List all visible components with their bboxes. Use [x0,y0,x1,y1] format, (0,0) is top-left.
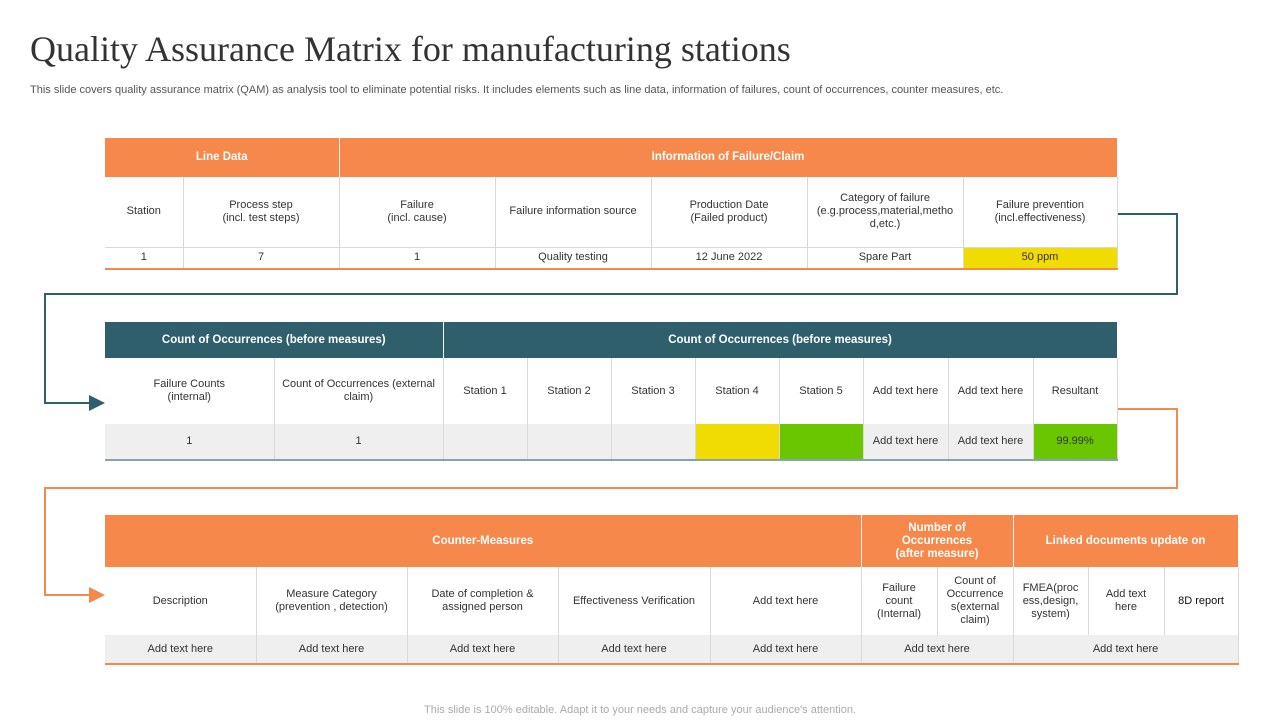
connector-arrow-2 [44,408,1178,603]
column-header: Station [105,177,184,247]
column-header: Failure (incl. cause) [339,177,496,247]
table-cell: Add text here [710,635,862,664]
table-cell: Add text here [256,635,408,664]
table-cell: 1 [105,247,184,269]
column-header: Count of Occurrence s(external claim) [937,567,1014,635]
column-header: Count of Occurrences (external claim) [274,358,444,424]
column-header: Effectiveness Verification [558,567,711,635]
table-cell: 1 [105,424,275,460]
column-header: Failure prevention (incl.effectiveness) [963,177,1118,247]
column-header: Production Date (Failed product) [651,177,808,247]
column-header: Add text here [948,358,1034,424]
table-cell-highlight: 50 ppm [963,247,1118,269]
column-header: Add text here [863,358,949,424]
column-header: Failure information source [495,177,652,247]
column-header: Add text here [710,567,862,635]
column-header: Station 4 [695,358,780,424]
column-header: Station 1 [443,358,528,424]
table-cell: Add text here [105,635,257,664]
table-cell-green [779,424,864,460]
column-header: Station 3 [611,358,696,424]
table-cell [611,424,696,460]
table-cell: Add text here [863,424,949,460]
line-data-table: Line Data Information of Failure/Claim S… [105,138,1118,270]
table-cell: Spare Part [807,247,964,269]
column-header: FMEA(proc ess,design, system) [1013,567,1089,635]
footer-note: This slide is 100% editable. Adapt it to… [424,704,856,716]
table-cell-yellow [695,424,780,460]
column-header: Process step (incl. test steps) [183,177,340,247]
group-header-counter-measures: Counter-Measures [105,515,862,567]
group-header-occurrences-after: Number of Occurrences (after measure) [861,515,1014,567]
column-header: Category of failure (e.g.process,materia… [807,177,964,247]
column-header: Failure count (Internal) [861,567,938,635]
column-header: Add text here [1088,567,1165,635]
column-header: Date of completion & assigned person [407,567,559,635]
group-header-line-data: Line Data [105,138,340,177]
column-header: 8D report [1164,567,1239,635]
table-cell: 1 [274,424,444,460]
table-cell: Add text here [1013,635,1239,664]
connector-arrow-1 [44,213,1178,411]
table-cell: Add text here [407,635,559,664]
occurrences-before-table: Count of Occurrences (before measures) C… [105,322,1118,461]
group-header-count-before: Count of Occurrences (before measures) [105,322,444,358]
column-header: Measure Category (prevention , detection… [256,567,408,635]
column-header: Description [105,567,257,635]
column-header: Resultant [1033,358,1118,424]
table-cell: Quality testing [495,247,652,269]
group-header-linked-documents: Linked documents update on [1013,515,1239,567]
table-cell [527,424,612,460]
table-cell: Add text here [948,424,1034,460]
column-header: Station 2 [527,358,612,424]
column-header: Failure Counts (internal) [105,358,275,424]
page-subtitle: This slide covers quality assurance matr… [30,84,1004,96]
table-cell: 7 [183,247,340,269]
page-title: Quality Assurance Matrix for manufacturi… [30,29,791,69]
table-cell-resultant: 99.99% [1033,424,1118,460]
counter-measures-table: Counter-Measures Number of Occurrences (… [105,515,1239,665]
table-cell: 12 June 2022 [651,247,808,269]
group-header-failure-info: Information of Failure/Claim [339,138,1118,177]
table-cell: Add text here [861,635,1014,664]
group-header-count-before-stations: Count of Occurrences (before measures) [443,322,1118,358]
table-cell [443,424,528,460]
table-cell: 1 [339,247,496,269]
column-header: Station 5 [779,358,864,424]
table-cell: Add text here [558,635,711,664]
